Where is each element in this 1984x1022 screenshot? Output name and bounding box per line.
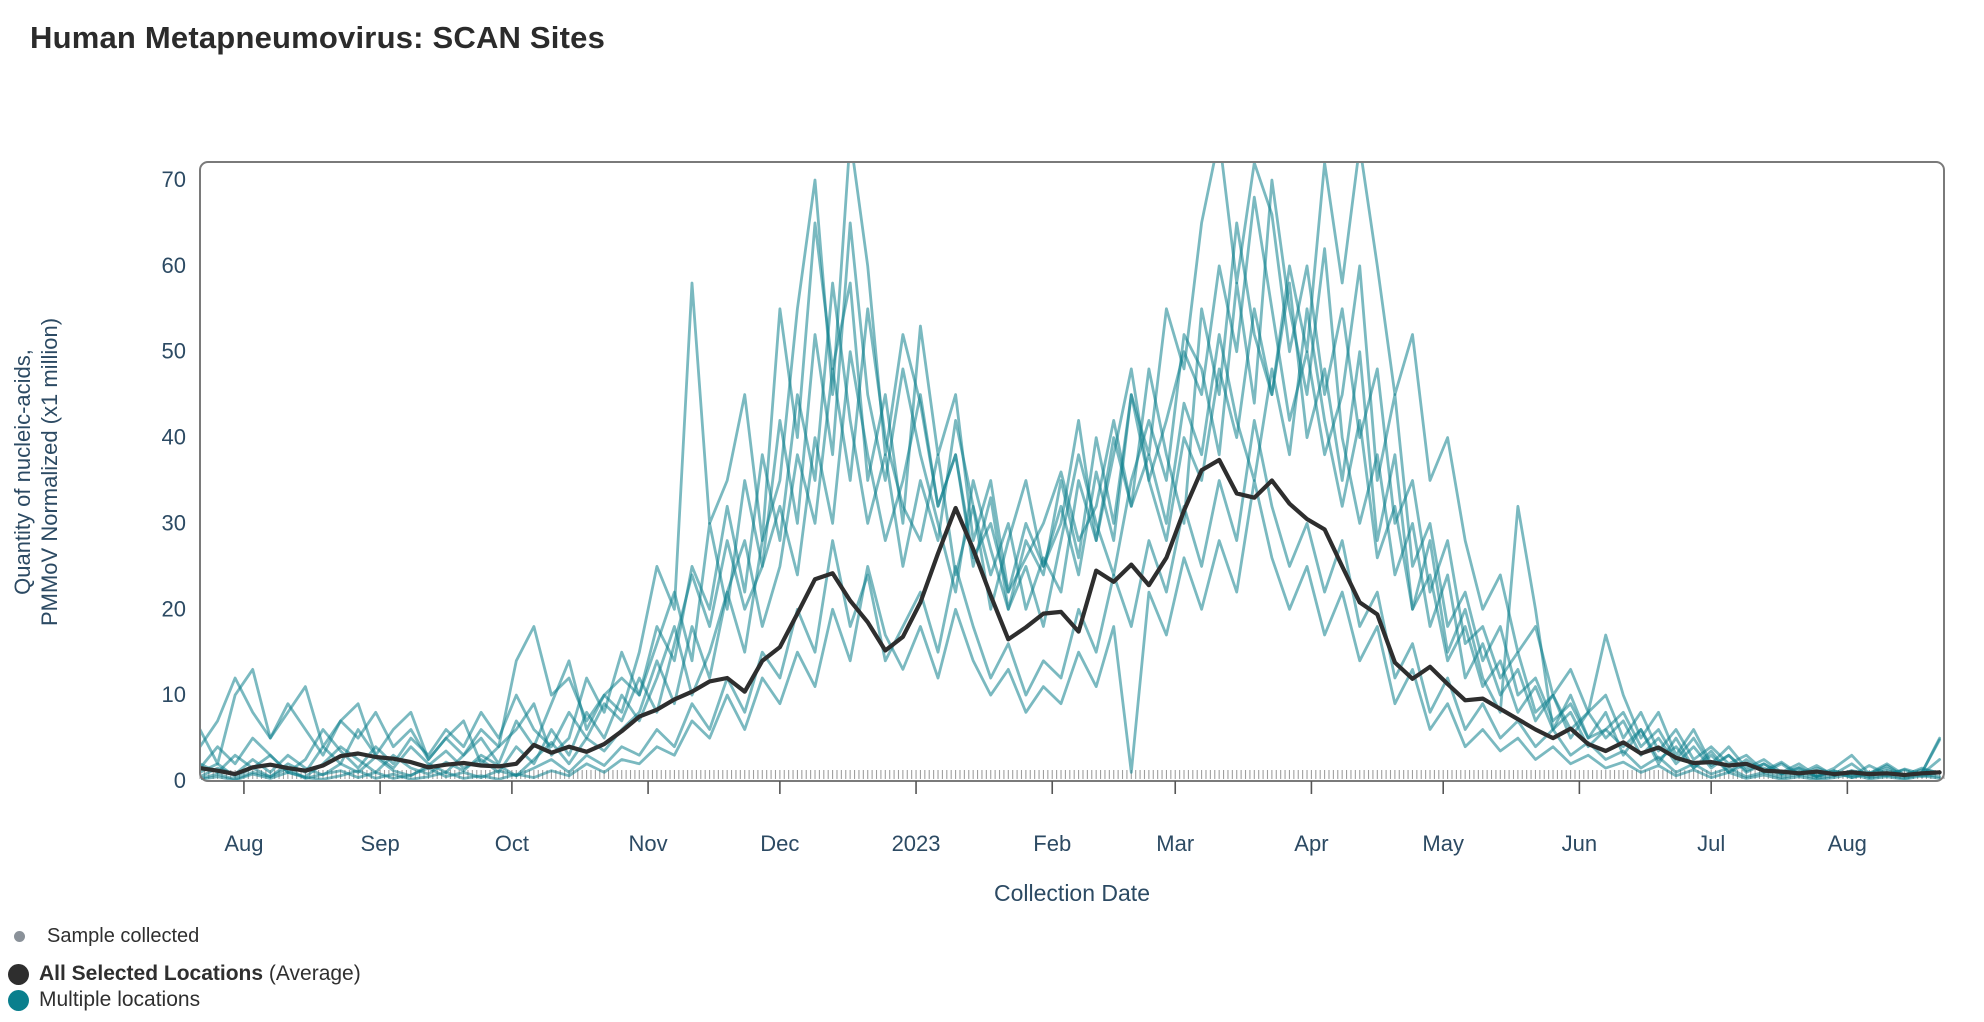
x-tick-label: 2023: [892, 831, 941, 856]
y-axis: 0 10 20 30 40 50 60 70: [162, 167, 186, 793]
average-series-line[interactable]: [200, 457, 1942, 778]
legend-item-multiple-locations[interactable]: Multiple locations: [8, 988, 361, 1012]
location-series-line[interactable]: [200, 418, 1941, 780]
x-tick-label: Sep: [361, 831, 400, 856]
location-series-dot-icon: [8, 989, 29, 1011]
x-tick-label: Aug: [1828, 831, 1867, 856]
y-tick-label: 60: [162, 253, 186, 278]
legend-item-sample-collected: Sample collected: [14, 925, 361, 948]
y-axis-title-line2: PMMoV Normalized (x1 million): [37, 318, 62, 626]
x-tick-label: Mar: [1156, 831, 1194, 856]
y-axis-title-line1: Quantity of nucleic-acids,: [10, 349, 35, 595]
legend-average-label: All Selected Locations: [39, 962, 264, 985]
x-axis-title: Collection Date: [994, 880, 1150, 906]
average-series-dot-icon: [8, 963, 29, 985]
x-tick-label: May: [1422, 831, 1464, 856]
y-tick-label: 30: [162, 510, 186, 535]
chart-legend: Sample collected All Selected Locations …: [8, 925, 361, 1012]
y-tick-label: 0: [174, 768, 186, 793]
y-tick-label: 70: [162, 167, 186, 192]
legend-sample-label: Sample collected: [47, 925, 200, 947]
x-tick-label: Apr: [1294, 831, 1328, 856]
x-tick-label: Feb: [1033, 831, 1071, 856]
location-series-line[interactable]: [200, 479, 1941, 781]
sample-dot-icon: [14, 931, 25, 942]
y-tick-label: 10: [162, 682, 186, 707]
location-series-line[interactable]: [200, 307, 1941, 779]
x-tick-label: Jul: [1697, 831, 1725, 856]
y-tick-label: 20: [162, 596, 186, 621]
x-axis: Aug Sep Oct Nov Dec 2023 Feb Mar Apr May Jun Jul Aug: [224, 781, 1867, 856]
location-series-line[interactable]: [200, 178, 1941, 779]
y-tick-label: 40: [162, 425, 186, 450]
x-tick-label: Nov: [629, 831, 668, 856]
legend-average-suffix: (Average): [263, 962, 361, 985]
x-tick-label: Oct: [495, 831, 529, 856]
plot-border: [199, 161, 1945, 782]
y-tick-label: 50: [162, 339, 186, 364]
x-tick-label: Aug: [224, 831, 263, 856]
plot-area[interactable]: [200, 162, 1944, 781]
x-tick-label: Dec: [760, 831, 799, 856]
average-series-group: [200, 457, 1942, 778]
chart-title: Human Metapneumovirus: SCAN Sites: [30, 20, 606, 55]
x-tick-label: Jun: [1562, 831, 1597, 856]
legend-locations-label: Multiple locations: [39, 988, 201, 1011]
legend-item-all-selected-locations[interactable]: All Selected Locations (Average): [8, 962, 361, 986]
